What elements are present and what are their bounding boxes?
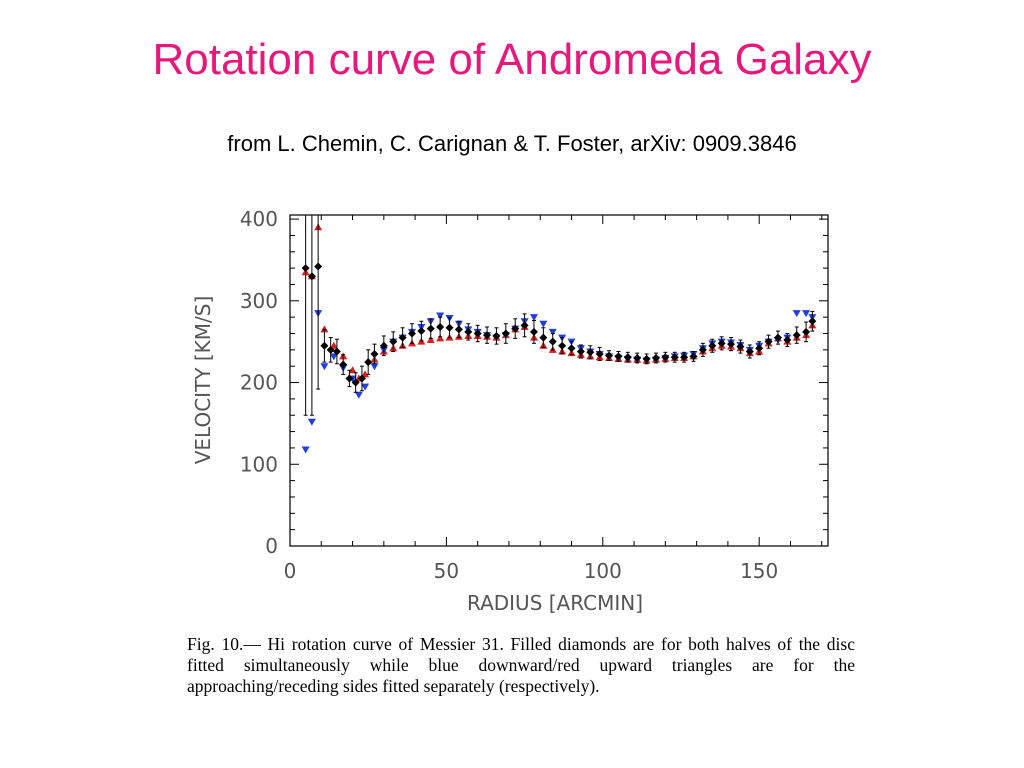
receding-point: [426, 336, 435, 344]
diamond-point: [736, 342, 745, 351]
diamond-point: [558, 341, 567, 350]
rotation-curve-chart: 0 50 100 150 0 100 200 300 400 RADIUS [ARCMIN] V…: [191, 207, 829, 615]
diamond-point: [511, 324, 520, 333]
approaching-point: [539, 320, 548, 328]
diamond-point: [764, 337, 773, 346]
figure-caption: Fig. 10.— Hi rotation curve of Messier 3…: [187, 634, 855, 696]
diamond-point: [473, 329, 482, 338]
diamond-point: [708, 341, 717, 350]
diamond-point: [745, 347, 754, 356]
diamond-point: [680, 353, 689, 362]
approaching-point: [548, 328, 557, 336]
diamond-point: [301, 264, 310, 273]
diamond-point: [783, 336, 792, 345]
diamond-point: [698, 345, 707, 354]
diamond-point: [802, 327, 811, 336]
approaching-point: [792, 310, 801, 318]
diamond-point: [633, 354, 642, 363]
diamond-point: [398, 333, 407, 342]
diamond-point: [808, 317, 817, 326]
diamond-point: [426, 324, 435, 333]
diamond-point: [492, 331, 501, 340]
x-axis-label: RADIUS [ARCMIN]: [467, 591, 643, 615]
y-tick-label: 400: [240, 207, 278, 231]
y-axis-label: VELOCITY [KM/S]: [191, 296, 215, 465]
diamond-point: [548, 337, 557, 346]
axis-ticks: [289, 215, 828, 547]
diamond-point: [586, 348, 595, 357]
x-tick-label: 100: [584, 559, 622, 583]
diamond-point: [436, 322, 445, 331]
diamond-point: [623, 353, 632, 362]
approaching-point: [529, 314, 538, 322]
diamond-point: [464, 327, 473, 336]
diamond-point: [642, 354, 651, 363]
diamond-point: [651, 354, 660, 363]
diamond-point: [389, 337, 398, 346]
receding-point: [320, 325, 329, 333]
diamond-point: [314, 262, 323, 271]
diamond-point: [689, 352, 698, 361]
slide-subtitle: from L. Chemin, C. Carignan & T. Foster,…: [227, 131, 797, 156]
x-tick-label: 150: [740, 559, 778, 583]
y-tick-label: 100: [240, 452, 278, 476]
diamond-point: [539, 333, 548, 342]
plot-frame: [289, 214, 829, 547]
diamond-point: [773, 333, 782, 342]
diamond-point: [307, 272, 316, 281]
approaching-point: [301, 446, 310, 454]
diamond-point: [717, 339, 726, 348]
data-marks: [301, 214, 817, 454]
x-tick-label: 50: [434, 559, 459, 583]
approaching-point: [307, 418, 316, 426]
diamond-point: [661, 353, 670, 362]
receding-point: [436, 334, 445, 342]
diamond-point: [529, 327, 538, 336]
x-tick-label: 0: [284, 559, 297, 583]
diamond-point: [501, 329, 510, 338]
diamond-point: [445, 323, 454, 332]
diamond-point: [605, 351, 614, 360]
diamond-point: [792, 331, 801, 340]
approaching-point: [354, 391, 363, 399]
diamond-point: [670, 353, 679, 362]
y-tick-label: 0: [265, 534, 278, 558]
diamond-point: [614, 352, 623, 361]
diamond-point: [407, 329, 416, 338]
diamond-point: [727, 340, 736, 349]
diamond-point: [370, 349, 379, 358]
approaching-point: [436, 312, 445, 320]
y-tick-label: 200: [240, 371, 278, 395]
diamond-point: [576, 347, 585, 356]
approaching-point: [370, 363, 379, 371]
approaching-point: [329, 353, 338, 361]
tick-labels: 0 50 100 150 0 100 200 300 400: [240, 207, 778, 583]
slide-title: Rotation curve of Andromeda Galaxy: [152, 35, 872, 84]
diamond-point: [567, 344, 576, 353]
approaching-point: [361, 383, 370, 391]
diamond-point: [339, 360, 348, 369]
diamond-point: [454, 325, 463, 334]
diamond-point: [357, 374, 366, 383]
diamond-point: [351, 378, 360, 387]
diamond-point: [379, 341, 388, 350]
diamond-point: [755, 344, 764, 353]
diamond-point: [345, 374, 354, 383]
approaching-point: [320, 363, 329, 371]
approaching-point: [802, 310, 811, 318]
diamond-point: [595, 349, 604, 358]
diamond-point: [326, 345, 335, 354]
diamond-point: [417, 327, 426, 336]
receding-point: [348, 366, 357, 374]
diamond-point: [483, 331, 492, 340]
diamond-point: [320, 341, 329, 350]
plot-border: [289, 214, 829, 547]
y-tick-label: 300: [240, 289, 278, 313]
diamond-point: [520, 321, 529, 330]
diamond-point: [364, 358, 373, 367]
diamond-point: [332, 347, 341, 356]
